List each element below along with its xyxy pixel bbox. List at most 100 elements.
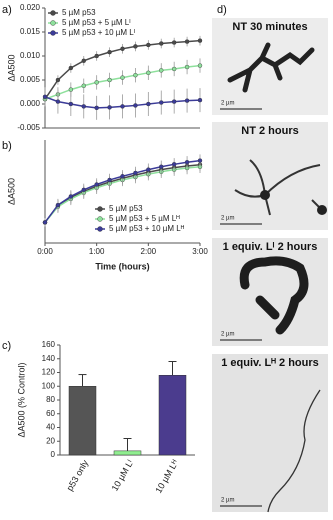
- legend-label: 5 µM p53 + 10 µM Lᴴ: [109, 224, 185, 233]
- point: [94, 182, 99, 187]
- aggregate: [317, 205, 327, 215]
- panel-label: b): [2, 140, 12, 152]
- y-tick-label: 40: [46, 423, 55, 432]
- bar: [113, 450, 142, 456]
- legend-marker: [97, 206, 103, 212]
- point: [120, 174, 125, 179]
- point: [184, 160, 190, 165]
- fibril: [267, 389, 321, 513]
- caption: 1 equiv. Lᴵ 2 hours: [223, 241, 318, 253]
- legend-label: 5 µM p53 + 5 µM Lᴵ: [62, 18, 131, 27]
- point: [133, 72, 138, 78]
- y-tick-label: 0.010: [20, 51, 41, 60]
- caption: NT 30 minutes: [232, 21, 307, 33]
- point: [133, 103, 138, 108]
- point: [146, 101, 151, 107]
- point: [81, 104, 86, 109]
- panel-label: d): [217, 4, 227, 16]
- point: [120, 75, 125, 80]
- point: [55, 202, 61, 208]
- point: [55, 77, 61, 83]
- point: [133, 170, 138, 176]
- x-tick-label: 10 µM Lᴴ: [153, 458, 180, 495]
- y-tick-label: 0.015: [20, 27, 41, 36]
- bar: [158, 375, 187, 456]
- bar: [68, 386, 97, 456]
- scale-label: 2 µm: [221, 498, 234, 504]
- point: [171, 162, 177, 167]
- point: [146, 167, 151, 172]
- x-tick-label: 10 µM Lᴵ: [110, 458, 136, 493]
- point: [159, 164, 164, 169]
- y-tick-label: 20: [46, 436, 55, 445]
- point: [120, 46, 125, 51]
- point: [171, 99, 177, 104]
- point: [55, 99, 61, 104]
- point: [159, 41, 164, 46]
- point: [68, 194, 74, 199]
- point: [197, 97, 203, 103]
- y-axis-label: ΔA500: [6, 178, 16, 205]
- point: [81, 83, 86, 88]
- y-tick-label: 120: [42, 368, 56, 377]
- point: [42, 220, 48, 225]
- scale-label: 2 µm: [221, 216, 234, 222]
- point: [184, 39, 190, 44]
- panel-label: c): [2, 340, 11, 352]
- x-axis-label: Time (hours): [95, 261, 149, 271]
- x-tick-label: 1:00: [89, 247, 105, 256]
- point: [68, 65, 74, 71]
- micrograph: [212, 354, 328, 512]
- point: [94, 53, 99, 59]
- point: [120, 104, 125, 109]
- point: [146, 70, 151, 76]
- fibril: [234, 159, 323, 216]
- point: [171, 40, 177, 45]
- y-tick-label: 100: [42, 381, 56, 390]
- legend-label: 5 µM p53 + 5 µM Lᴴ: [109, 214, 180, 223]
- y-tick-label: 60: [46, 409, 55, 418]
- x-tick-label: 3:00: [192, 247, 208, 256]
- point: [133, 44, 138, 49]
- aggregate: [260, 190, 270, 200]
- x-tick-label: 0:00: [37, 247, 53, 256]
- y-tick-label: 0.000: [20, 99, 41, 108]
- fibril: [227, 42, 315, 93]
- y-tick-label: 0: [51, 450, 56, 459]
- legend-label: 5 µM p53 + 10 µM Lᴵ: [62, 28, 135, 37]
- point: [42, 94, 48, 100]
- y-tick-label: -0.005: [17, 123, 40, 132]
- micrograph: [212, 18, 328, 115]
- legend-marker: [50, 10, 56, 16]
- x-tick-label: p53 only: [65, 458, 91, 493]
- scale-label: 2 µm: [221, 101, 234, 107]
- point: [184, 64, 190, 70]
- point: [197, 158, 203, 163]
- point: [159, 100, 164, 105]
- caption: 1 equiv. Lᴴ 2 hours: [221, 357, 319, 369]
- y-tick-label: 80: [46, 395, 55, 404]
- point: [107, 49, 112, 55]
- point: [94, 80, 99, 85]
- legend-label: 5 µM p53: [62, 8, 96, 17]
- legend-marker: [50, 20, 56, 26]
- legend-label: 5 µM p53: [109, 204, 143, 213]
- point: [107, 177, 112, 183]
- y-axis-label: ΔA500 (% Control): [16, 362, 26, 437]
- point: [81, 58, 86, 63]
- y-tick-label: 140: [42, 354, 56, 363]
- point: [159, 68, 164, 73]
- y-tick-label: 0.020: [20, 3, 41, 12]
- y-tick-label: 160: [42, 340, 56, 349]
- point: [171, 66, 177, 72]
- scale-label: 2 µm: [221, 332, 234, 338]
- x-tick-label: 2:00: [141, 247, 157, 256]
- point: [68, 87, 74, 92]
- legend-marker: [97, 216, 103, 222]
- aggregate: [239, 256, 309, 335]
- point: [68, 101, 74, 107]
- panel-label: a): [2, 4, 12, 16]
- caption: NT 2 hours: [241, 125, 298, 137]
- point: [107, 77, 112, 83]
- point: [107, 105, 112, 110]
